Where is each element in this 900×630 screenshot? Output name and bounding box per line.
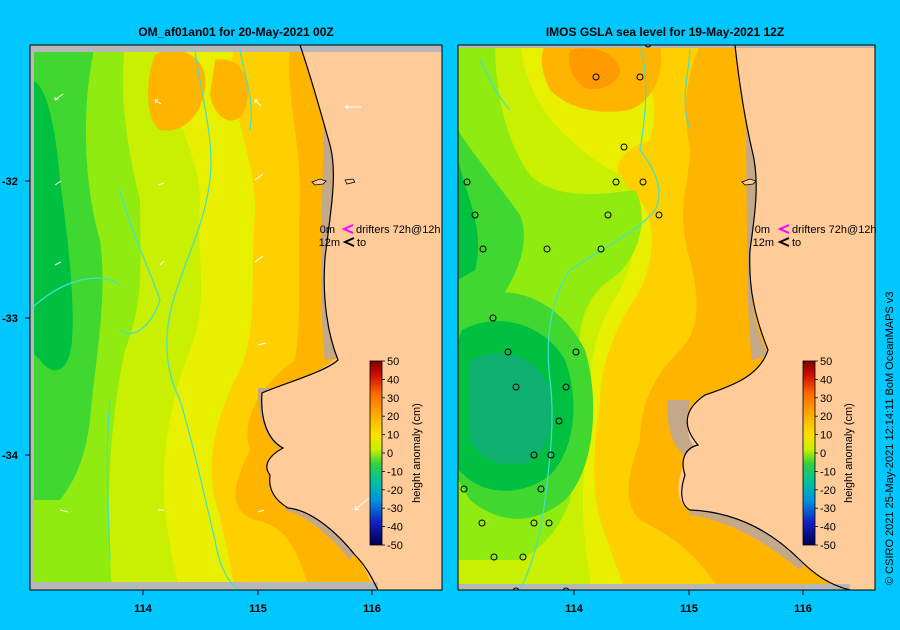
colorbar-tick-label: 30: [387, 393, 399, 405]
colorbar-tick-label: 0: [820, 448, 826, 460]
y-tick-label: -32: [2, 176, 18, 188]
colorbar-tick-label: -30: [820, 503, 836, 515]
colorbar-tick-label: -10: [820, 466, 836, 478]
svg-text:12m: 12m: [319, 237, 340, 249]
svg-text:12m: 12m: [753, 237, 774, 249]
svg-text:drifters 72h@12h: drifters 72h@12h: [792, 224, 877, 236]
svg-text:to: to: [357, 237, 366, 249]
colorbar-tick-label: -50: [387, 540, 403, 552]
drifter-legend-left: 0m drifters 72h@12h 12m to: [319, 224, 441, 249]
obs-marker: [562, 587, 570, 590]
credit-text: © CSIRO 2021 25-May-2021 12:14:11 BoM Oc…: [884, 292, 896, 585]
obs-marker: [530, 519, 538, 527]
svg-text:0m: 0m: [755, 224, 770, 236]
x-tick-label: 114: [134, 603, 153, 615]
current-lines: [30, 49, 252, 590]
coastline: [261, 45, 379, 590]
obs-marker: [504, 348, 512, 356]
colorbar-tick-label: -20: [820, 485, 836, 497]
coastline-right: [681, 45, 851, 590]
colorbar-tick-label: -30: [387, 503, 403, 515]
obs-marker: [479, 245, 487, 253]
obs-marker: [545, 519, 553, 527]
obs-marker: [478, 519, 486, 527]
colorbar-tick-label: 40: [387, 374, 399, 386]
colorbar-tick-label: 40: [820, 374, 832, 386]
x-tick-label: 115: [249, 603, 267, 615]
colorbar-tick-label: 50: [820, 356, 832, 368]
obs-marker: [639, 178, 647, 186]
panel-title-left: OM_af01an01 for 20-May-2021 00Z: [138, 25, 333, 39]
obs-marker: [620, 143, 628, 151]
drifter-arrow-12m: [342, 237, 355, 247]
colorbar-right: 50 40 30 20 10 0 -10 -20 -30 -40 -50 height anomal…: [802, 356, 855, 552]
cold-eddy: [470, 353, 553, 465]
obs-marker: [543, 245, 551, 253]
obs-marker: [512, 587, 520, 590]
obs-marker: [597, 245, 605, 253]
y-tick-label: -34: [2, 450, 19, 462]
x-axis-ticks: 114 115 116 114 115 116: [134, 590, 812, 615]
obs-marker: [604, 211, 612, 219]
svg-text:0m: 0m: [320, 224, 335, 236]
colorbar-tick-label: -40: [820, 522, 836, 534]
colorbar-tick-label: 10: [387, 430, 399, 442]
obs-marker: [460, 485, 468, 493]
obs-marker: [463, 178, 471, 186]
colorbar-tick-label: 0: [387, 448, 393, 460]
obs-marker: [555, 417, 563, 425]
obs-marker: [537, 485, 545, 493]
colorbar-tick-label: -20: [387, 485, 403, 497]
y-tick-label: -33: [2, 313, 18, 325]
colorbar-tick-label: -10: [387, 466, 403, 478]
obs-marker: [592, 73, 600, 81]
observation-markers: [460, 45, 663, 590]
y-axis-ticks: -32 -33 -34: [2, 176, 30, 462]
panel-title-right: IMOS GSLA sea level for 19-May-2021 12Z: [546, 25, 784, 39]
map-panel-left: [30, 45, 442, 590]
obs-marker: [512, 383, 520, 391]
obs-marker: [636, 73, 644, 81]
obs-marker: [612, 178, 620, 186]
obs-marker: [489, 314, 497, 322]
svg-text:drifters 72h@12h: drifters 72h@12h: [356, 224, 441, 236]
colorbar-tick-label: 20: [387, 411, 399, 423]
x-tick-label: 116: [794, 603, 812, 615]
obs-marker: [547, 451, 555, 459]
colorbar-tick-label: 10: [820, 430, 832, 442]
colorbar-left: 50 40 30 20 10 0 -10 -20 -30 -40 -50 height anomal…: [369, 356, 423, 552]
island: [311, 178, 327, 186]
obs-marker: [572, 348, 580, 356]
x-tick-label: 115: [680, 603, 698, 615]
colorbar-tick-label: 30: [820, 393, 832, 405]
drifter-arrow-0m: [341, 224, 354, 234]
obs-marker: [471, 211, 479, 219]
colorbar-tick-label: -40: [387, 522, 403, 534]
current-lines-right: [479, 45, 691, 590]
svg-text:height anomaly (cm): height anomaly (cm): [843, 403, 855, 503]
map-panel-right: [458, 45, 875, 590]
obs-marker: [644, 45, 652, 48]
colorbar-label: height anomaly (cm): [411, 403, 423, 503]
obs-marker: [655, 211, 663, 219]
obs-marker: [530, 451, 538, 459]
svg-text:to: to: [792, 237, 801, 249]
colorbar-tick-label: -50: [820, 540, 836, 552]
x-tick-label: 114: [565, 603, 584, 615]
obs-marker: [490, 553, 498, 561]
obs-marker: [562, 383, 570, 391]
drifter-legend-right: 0m drifters 72h@12h 12m to: [753, 224, 877, 249]
map-frame-right: [457, 44, 876, 591]
colorbar-tick-label: 20: [820, 411, 832, 423]
x-tick-label: 116: [363, 603, 381, 615]
colorbar-tick-label: 50: [387, 356, 399, 368]
obs-marker: [519, 553, 527, 561]
velocity-arrows: [54, 93, 370, 513]
